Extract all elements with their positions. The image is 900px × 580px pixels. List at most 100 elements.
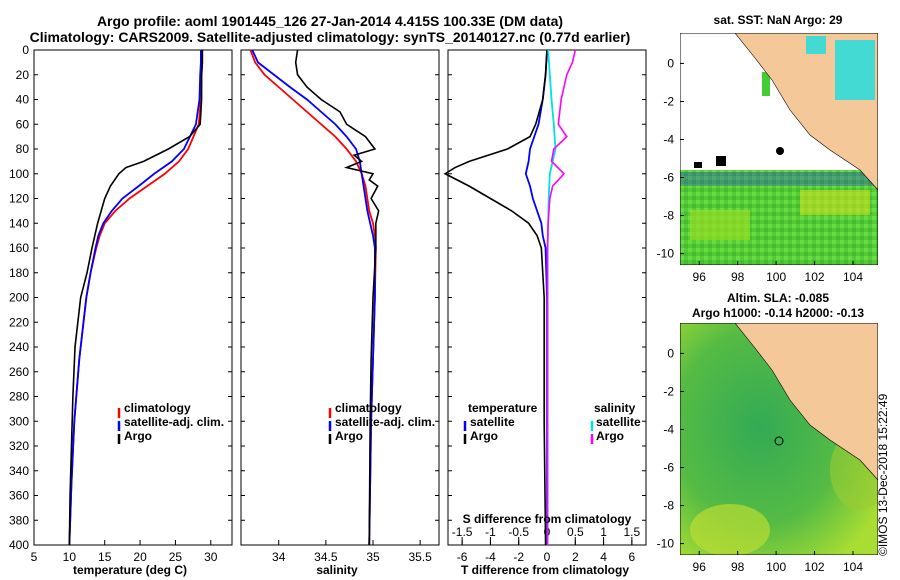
difference-salinity-legend: salinity satellite Argo	[590, 401, 641, 444]
top-tick-label: -0.5	[508, 525, 529, 539]
top-tick-label: 1	[600, 525, 607, 539]
map-y-tick-label: -2	[663, 384, 674, 398]
sla-high-patch	[690, 504, 770, 555]
legend-salinity-title: salinity	[594, 401, 636, 415]
map-y-tick-label: -8	[663, 499, 674, 513]
top-tick-label: -1	[485, 525, 496, 539]
x-tick-label: 30	[204, 550, 218, 564]
argo-position-marker	[774, 436, 784, 446]
x-tick-label: -2	[513, 550, 524, 564]
x-tick-label: 34	[272, 550, 286, 564]
legend-t-argo: Argo	[470, 429, 498, 443]
sst-map	[680, 33, 878, 265]
series-s-argo	[546, 49, 577, 545]
salinity-panel: 34 34.5 35 35.5	[240, 49, 440, 564]
map-y-tick-label: -4	[663, 422, 674, 436]
series-satellite-adj-clim-	[68, 50, 202, 546]
y-tick-label: 280	[9, 390, 29, 404]
map-x-tick-label: 104	[843, 560, 863, 574]
legend-s-argo: Argo	[596, 429, 624, 443]
series-climatology	[68, 50, 204, 546]
top-tick-label: 1.5	[624, 525, 641, 539]
sst-warm-patch	[690, 210, 750, 240]
y-tick-label: 380	[9, 513, 29, 527]
sst-warm-patch	[800, 190, 870, 215]
map-x-tick-label: 98	[731, 560, 745, 574]
sla-map	[680, 323, 878, 555]
y-tick-label: 100	[9, 167, 29, 181]
y-tick-label: 140	[9, 216, 29, 230]
x-tick-label: -4	[485, 550, 496, 564]
y-tick-label: 220	[9, 315, 29, 329]
figure-title-line2: Climatology: CARS2009. Satellite-adjuste…	[29, 29, 631, 45]
y-tick-label: 400	[9, 538, 29, 552]
legend-climatology: climatology	[124, 401, 191, 415]
sla-map-subtitle: Argo h1000: -0.14 h2000: -0.13	[692, 306, 864, 320]
sst-mask-cell	[716, 156, 726, 166]
sst-cyan-patch	[806, 36, 826, 54]
map-y-tick-label: 0	[667, 346, 674, 360]
series-argo	[294, 49, 380, 546]
x-tick-label: 15	[98, 550, 112, 564]
series-argo	[68, 50, 204, 546]
plot-frame	[240, 49, 440, 546]
series-t-argo	[443, 49, 548, 546]
y-tick-label: 20	[16, 68, 30, 82]
series-s-satellite	[546, 49, 557, 545]
x-tick-label: 2	[572, 550, 579, 564]
argo-position-marker	[776, 147, 784, 155]
sst-coastal-cells	[762, 72, 770, 96]
plot-frame	[33, 49, 233, 546]
map-y-tick-label: -6	[663, 171, 674, 185]
map-x-tick-label: 100	[766, 560, 786, 574]
series-satellite-adj-clim-	[251, 49, 376, 546]
x-tick-label: 35	[366, 550, 380, 564]
y-tick-label: 40	[16, 93, 30, 107]
map-x-tick-label: 102	[805, 560, 825, 574]
legend-s-satellite: satellite	[596, 415, 641, 429]
x-tick-label: 0	[544, 550, 551, 564]
temperature-legend: climatology satellite-adj. clim. Argo	[117, 401, 224, 444]
map-y-tick-label: -4	[663, 132, 674, 146]
salinity-xlabel: salinity	[316, 563, 358, 577]
x-tick-label: 34.5	[314, 550, 338, 564]
y-tick-label: 0	[22, 43, 29, 57]
map-x-tick-label: 98	[731, 270, 745, 284]
map-x-tick-label: 104	[843, 270, 863, 284]
sst-map-title: sat. SST: NaN Argo: 29	[714, 13, 843, 27]
x-tick-label: 6	[629, 550, 636, 564]
legend-argo: Argo	[335, 429, 363, 443]
x-tick-label: 35.5	[408, 550, 432, 564]
y-tick-label: 300	[9, 414, 29, 428]
map-x-tick-label: 102	[805, 270, 825, 284]
map-x-tick-label: 96	[693, 270, 707, 284]
y-tick-label: 80	[16, 142, 30, 156]
difference-xlabel: T difference from climatology	[461, 563, 629, 577]
sst-cyan-patch	[835, 40, 875, 100]
y-tick-label: 320	[9, 439, 29, 453]
sst-mask-cell	[694, 162, 702, 168]
map-y-tick-label: -2	[663, 94, 674, 108]
y-tick-label: 260	[9, 365, 29, 379]
x-tick-label: 25	[169, 550, 183, 564]
difference-temperature-legend: temperature satellite Argo	[463, 401, 538, 444]
x-tick-label: 5	[31, 550, 38, 564]
map-y-tick-label: 0	[667, 56, 674, 70]
y-tick-label: 340	[9, 464, 29, 478]
pressure-axis: 0 20 40 60 80 100 120 140 160 180 200 220 240 260 280 3…	[9, 43, 29, 552]
sla-map-axes: 96 98 100 102 104 0 -2 -4 -6 -8 -10	[657, 346, 864, 574]
series-climatology	[249, 49, 377, 546]
y-tick-label: 160	[9, 241, 29, 255]
y-tick-label: 200	[9, 291, 29, 305]
legend-t-satellite: satellite	[470, 415, 515, 429]
y-tick-label: 180	[9, 266, 29, 280]
legend-climatology: climatology	[335, 401, 402, 415]
difference-top-xlabel: S difference from climatology	[463, 512, 632, 526]
y-tick-label: 120	[9, 192, 29, 206]
x-tick-label: 4	[600, 550, 607, 564]
x-tick-label: -6	[457, 550, 468, 564]
legend-temperature-title: temperature	[468, 401, 538, 415]
difference-panel: -6 -4 -2 0 2 4 6-1.5 -1 -0.5 0 0.5 1 1.5	[443, 49, 647, 564]
temperature-xlabel: temperature (deg C)	[73, 563, 187, 577]
